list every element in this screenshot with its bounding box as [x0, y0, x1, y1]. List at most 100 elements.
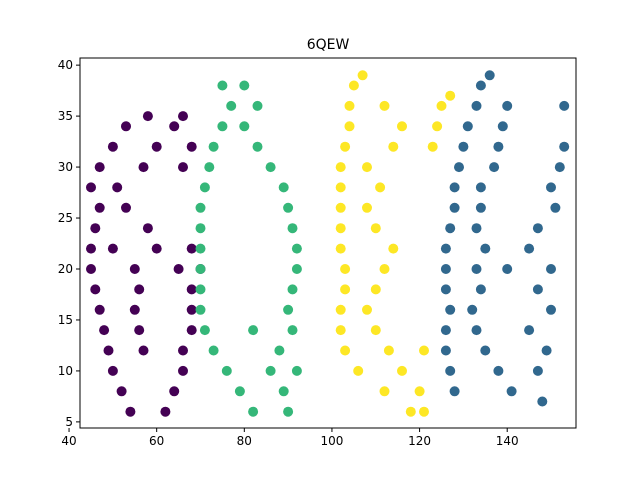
scatter-point-w-32: [475, 182, 486, 193]
scatter-point-w-19: [471, 264, 482, 274]
scatter-point-q-17: [291, 264, 302, 274]
scatter-point-6-0: [125, 406, 136, 417]
scatter-point-e-24: [375, 182, 386, 193]
scatter-point-q-3: [278, 386, 289, 397]
scatter-point-w-44: [559, 100, 570, 111]
scatter-point-6-41: [178, 111, 188, 122]
scatter-point-q-28: [208, 141, 219, 152]
scatter-point-q-32: [226, 100, 237, 111]
scatter-point-6-29: [121, 202, 131, 213]
scatter-point-w-7: [480, 345, 491, 356]
scatter-point-w-1: [506, 386, 517, 397]
scatter-point-e-5: [397, 365, 407, 376]
scatter-point-w-28: [449, 202, 460, 213]
y-tick-label: 35: [58, 109, 73, 123]
scatter-point-w-23: [480, 243, 491, 254]
scatter-point-w-46: [484, 70, 495, 81]
scatter-point-q-20: [195, 223, 206, 234]
scatter-point-e-28: [388, 141, 399, 152]
scatter-point-q-1: [283, 406, 294, 417]
scatter-point-w-24: [524, 243, 535, 254]
scatter-point-6-33: [138, 162, 149, 173]
scatter-point-e-2: [379, 386, 390, 397]
x-tick-label: 100: [320, 434, 343, 448]
scatter-point-e-10: [370, 325, 381, 336]
scatter-point-6-2: [116, 386, 127, 397]
scatter-point-6-10: [134, 325, 145, 336]
scatter-point-6-24: [151, 243, 162, 254]
scatter-point-w-37: [458, 141, 469, 152]
scatter-point-q-15: [287, 284, 298, 295]
scatter-point-e-7: [383, 345, 394, 356]
axes-frame: [79, 57, 577, 429]
scatter-point-w-18: [440, 264, 451, 274]
scatter-point-6-6: [103, 345, 114, 356]
scatter-point-e-14: [370, 284, 381, 295]
scatter-point-q-6: [291, 365, 302, 376]
scatter-point-q-5: [265, 365, 276, 376]
scatter-point-w-17: [532, 284, 543, 295]
scatter-point-e-21: [335, 202, 346, 213]
scatter-point-6-28: [94, 202, 105, 213]
scatter-point-e-27: [340, 141, 351, 152]
scatter-point-e-25: [335, 162, 346, 173]
y-tick-label: 40: [58, 58, 73, 72]
scatter-point-e-19: [335, 223, 346, 234]
scatter-point-e-12: [362, 304, 372, 315]
scatter-point-q-25: [278, 182, 289, 193]
y-tick-label: 5: [65, 415, 73, 429]
scatter-point-q-18: [195, 243, 206, 254]
scatter-point-q-10: [248, 325, 259, 336]
scatter-point-w-11: [524, 325, 535, 336]
scatter-point-6-37: [186, 141, 197, 152]
scatter-point-6-14: [186, 304, 197, 315]
scatter-point-w-30: [550, 202, 561, 213]
scatter-point-6-15: [90, 284, 101, 295]
scatter-point-q-29: [252, 141, 263, 152]
scatter-point-e-16: [379, 264, 390, 274]
scatter-point-w-20: [502, 264, 513, 274]
scatter-point-e-6: [340, 345, 351, 356]
scatter-point-6-7: [138, 345, 149, 356]
scatter-point-e-37: [445, 90, 456, 101]
scatter-point-w-14: [546, 304, 556, 315]
scatter-point-w-13: [467, 304, 478, 315]
scatter-point-6-19: [129, 264, 140, 274]
scatter-point-q-30: [217, 121, 228, 132]
scatter-point-w-25: [445, 223, 456, 234]
scatter-point-q-0: [248, 406, 259, 417]
scatter-point-6-34: [178, 162, 188, 173]
scatter-point-6-5: [178, 365, 188, 376]
scatter-point-q-16: [195, 264, 206, 274]
scatter-point-w-5: [532, 365, 543, 376]
scatter-point-w-16: [475, 284, 486, 295]
scatter-point-e-22: [362, 202, 372, 213]
scatter-point-q-22: [195, 202, 206, 213]
scatter-point-6-23: [107, 243, 118, 254]
x-tick-label: 120: [408, 434, 431, 448]
y-tick-label: 10: [58, 364, 73, 378]
y-tick-label: 30: [58, 160, 73, 174]
scatter-point-q-7: [208, 345, 219, 356]
scatter-point-w-27: [532, 223, 543, 234]
scatter-point-6-8: [178, 345, 188, 356]
scatter-point-q-19: [291, 243, 302, 254]
scatter-point-e-20: [370, 223, 381, 234]
scatter-point-6-32: [94, 162, 105, 173]
scatter-point-q-11: [287, 325, 298, 336]
scatter-point-w-31: [449, 182, 460, 193]
scatter-point-e-9: [335, 325, 346, 336]
scatter-point-6-3: [169, 386, 180, 397]
scatter-point-e-18: [388, 243, 399, 254]
scatter-point-6-27: [142, 223, 153, 234]
scatter-point-q-2: [234, 386, 245, 397]
x-tick-label: 80: [237, 434, 252, 448]
scatter-point-w-0: [449, 386, 460, 397]
scatter-point-e-34: [379, 100, 390, 111]
scatter-point-6-38: [121, 121, 131, 132]
scatter-point-e-11: [335, 304, 346, 315]
scatter-point-6-18: [86, 264, 96, 274]
scatter-point-w-40: [462, 121, 473, 132]
y-tick-label: 20: [58, 262, 73, 276]
scatter-point-q-8: [274, 345, 285, 356]
